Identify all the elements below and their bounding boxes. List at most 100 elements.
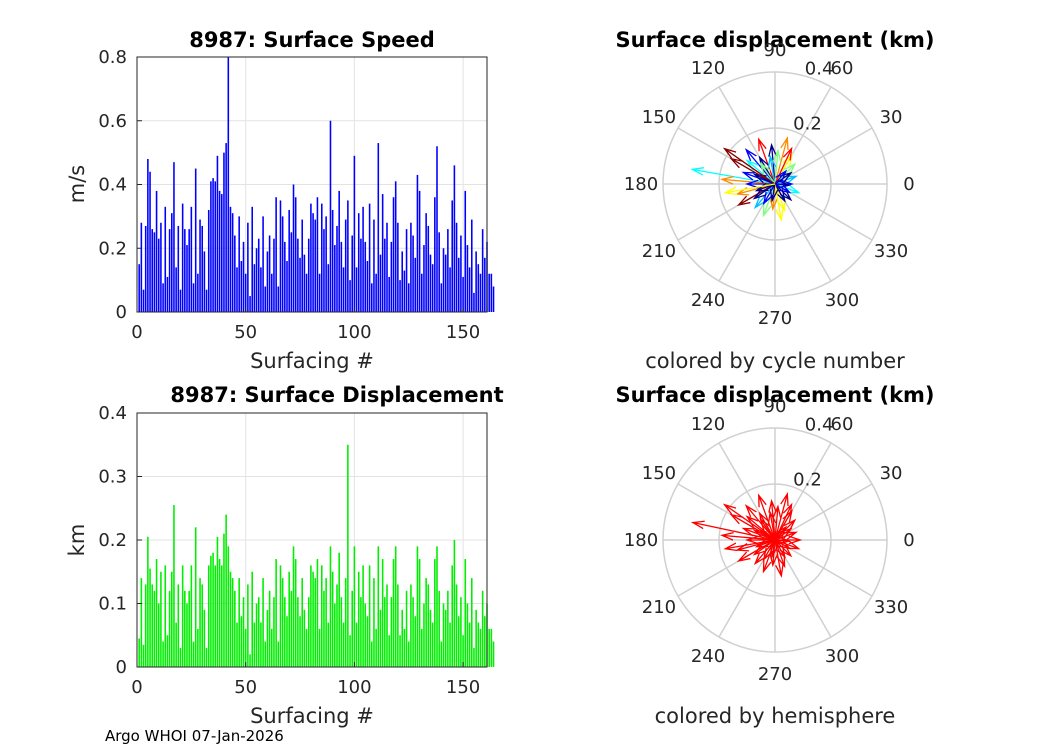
displacement-bar bbox=[318, 628, 321, 667]
speed-bar bbox=[342, 267, 345, 312]
displacement-bar bbox=[244, 628, 247, 667]
displacement-bar bbox=[153, 590, 156, 667]
speed-bar bbox=[481, 229, 484, 312]
speed-bar bbox=[368, 203, 371, 312]
displacement-bar bbox=[379, 609, 382, 667]
displacement-bar bbox=[210, 555, 212, 667]
displacement-bar bbox=[286, 616, 288, 667]
displacement-bar bbox=[431, 622, 434, 667]
displacement-bar bbox=[427, 584, 430, 667]
speed-bar bbox=[166, 276, 169, 312]
displacement-bar bbox=[429, 609, 432, 667]
displacement-bar bbox=[225, 514, 227, 667]
polar-cycle-arrow bbox=[774, 169, 788, 185]
speed-bar bbox=[479, 273, 482, 312]
speed-bar bbox=[147, 159, 149, 312]
displacement-bar bbox=[301, 578, 304, 667]
displacement-bar bbox=[203, 609, 206, 667]
displacement-bar bbox=[336, 584, 338, 667]
polar-hemisphere-arrow bbox=[769, 539, 779, 559]
speed-bar bbox=[407, 283, 410, 312]
polar-hemisphere-arrow bbox=[722, 503, 776, 541]
displacement-y-tick-label: 0.4 bbox=[98, 403, 127, 424]
displacement-bar bbox=[327, 622, 330, 667]
speed-bar bbox=[262, 216, 264, 312]
displacement-bar bbox=[481, 590, 484, 667]
polar-hemisphere-angle-label: 270 bbox=[758, 664, 792, 685]
polar-cycle-angle-label: 330 bbox=[874, 241, 908, 262]
displacement-bar bbox=[488, 628, 490, 667]
speed-x-tick-label: 0 bbox=[131, 322, 142, 343]
displacement-bar bbox=[325, 578, 327, 667]
speed-bar bbox=[294, 197, 297, 312]
displacement-bar bbox=[347, 444, 349, 667]
speed-bar bbox=[305, 273, 308, 312]
polar-hemisphere-arrow bbox=[729, 513, 776, 541]
displacement-bar bbox=[451, 565, 454, 667]
displacement-bar bbox=[275, 559, 277, 667]
polar-hemisphere-angle-label: 330 bbox=[874, 597, 908, 618]
displacement-bar bbox=[392, 559, 395, 667]
speed-bar bbox=[270, 273, 273, 312]
displacement-bar bbox=[223, 533, 225, 667]
polar-hemisphere-arrow bbox=[744, 504, 776, 541]
displacement-bar bbox=[353, 546, 356, 667]
speed-bar bbox=[449, 267, 451, 312]
speed-bar bbox=[199, 219, 201, 312]
polar-hemisphere-angle-label: 210 bbox=[642, 597, 676, 618]
displacement-bar bbox=[266, 609, 269, 667]
displacement-bar bbox=[160, 571, 162, 667]
displacement-bar bbox=[344, 578, 347, 667]
polar-hemisphere-arrow bbox=[774, 525, 788, 541]
polar-hemisphere-arrow bbox=[767, 510, 777, 541]
displacement-chart-title: 8987: Surface Displacement bbox=[170, 383, 503, 407]
polar-cycle-arrow bbox=[759, 161, 776, 185]
speed-bar bbox=[431, 264, 434, 312]
displacement-bar bbox=[299, 616, 301, 667]
displacement-bar bbox=[303, 609, 306, 667]
speed-bar bbox=[377, 143, 380, 312]
speed-bar bbox=[351, 235, 354, 312]
displacement-bar bbox=[442, 603, 445, 667]
speed-bar bbox=[455, 222, 458, 312]
speed-bar bbox=[234, 235, 236, 312]
displacement-bar bbox=[201, 584, 204, 667]
speed-y-tick-label: 0 bbox=[116, 302, 127, 323]
speed-bar bbox=[277, 286, 280, 312]
speed-bar bbox=[210, 181, 212, 312]
speed-bar bbox=[281, 216, 284, 312]
speed-bar bbox=[418, 190, 421, 312]
displacement-bar bbox=[179, 647, 182, 667]
speed-bar bbox=[264, 286, 267, 312]
displacement-bar bbox=[281, 578, 284, 667]
speed-bar bbox=[155, 190, 158, 312]
displacement-y-tick-label: 0 bbox=[116, 657, 127, 678]
speed-bar bbox=[275, 197, 277, 312]
displacement-bar bbox=[316, 559, 319, 667]
displacement-bar bbox=[238, 578, 240, 667]
displacement-bar bbox=[403, 628, 406, 667]
displacement-bar bbox=[314, 578, 317, 667]
speed-bar bbox=[331, 210, 334, 312]
speed-bar bbox=[312, 213, 314, 312]
speed-bar bbox=[386, 222, 388, 312]
polar-hemisphere-caption: colored by hemisphere bbox=[655, 704, 896, 728]
speed-bar bbox=[436, 146, 438, 312]
speed-bar bbox=[323, 229, 325, 312]
displacement-bar bbox=[229, 571, 232, 667]
displacement-bar bbox=[397, 584, 399, 667]
polar-hemisphere-angle-label: 0 bbox=[903, 530, 914, 551]
displacement-bar bbox=[436, 546, 438, 667]
polar-cycle-arrow bbox=[774, 183, 784, 222]
displacement-bar bbox=[340, 597, 343, 667]
speed-bar bbox=[388, 276, 390, 312]
displacement-bar bbox=[412, 597, 414, 667]
speed-bar bbox=[231, 213, 234, 312]
speed-bar bbox=[447, 229, 449, 312]
speed-bar bbox=[444, 254, 447, 312]
speed-bar bbox=[186, 245, 188, 312]
speed-bar bbox=[373, 219, 375, 312]
speed-y-tick-label: 0.2 bbox=[98, 238, 127, 259]
speed-bar bbox=[257, 238, 260, 312]
displacement-bar bbox=[338, 552, 340, 667]
